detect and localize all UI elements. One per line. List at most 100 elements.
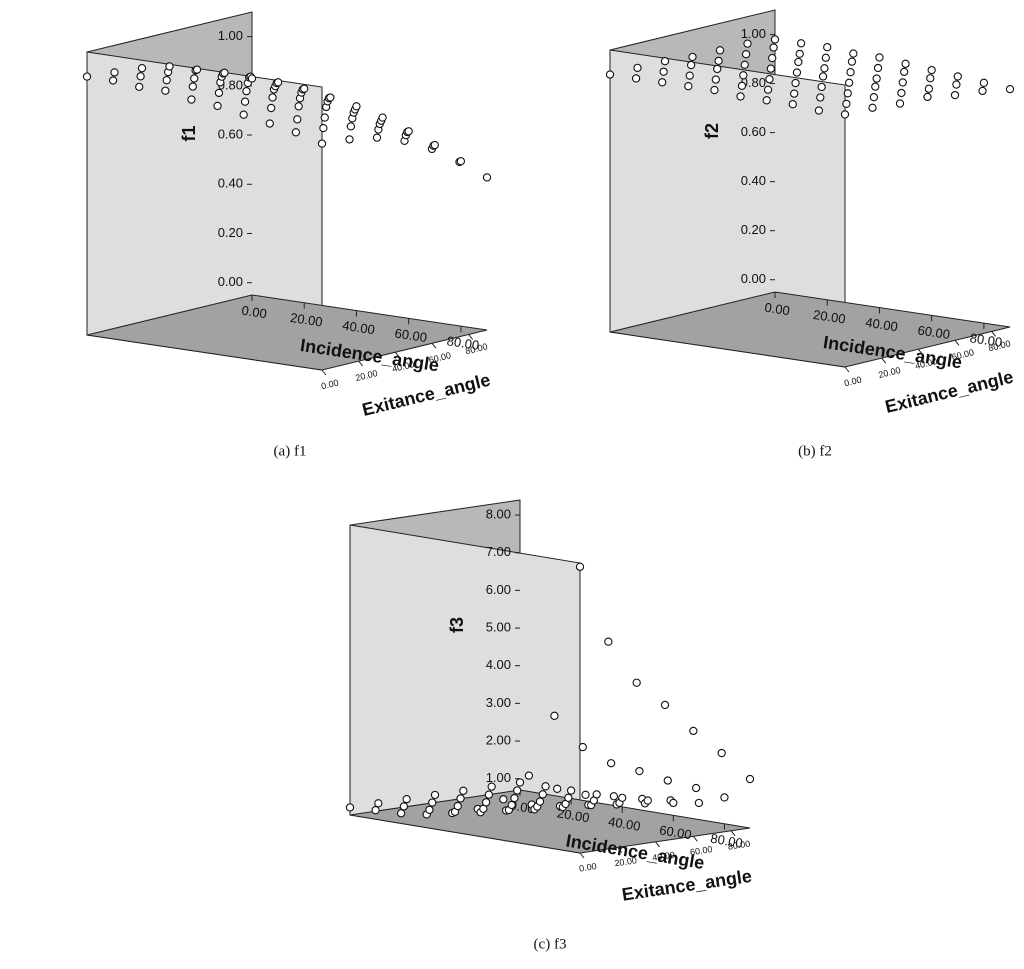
x-tick-label: 60.00: [658, 822, 693, 842]
point: [924, 84, 934, 93]
point: [720, 793, 729, 802]
point: [900, 67, 909, 77]
point: [663, 776, 672, 785]
x-tick-label: 40.00: [607, 814, 642, 834]
point: [430, 790, 440, 800]
point: [188, 82, 197, 91]
point: [849, 49, 858, 58]
point: [770, 35, 780, 44]
x-tick-label: 20.00: [289, 310, 323, 330]
z-tick-label: 0.60: [741, 124, 766, 139]
point: [792, 68, 802, 77]
point: [190, 74, 199, 83]
y-tick-label: 80.00: [727, 839, 751, 852]
point: [240, 97, 250, 106]
y-tick: [881, 357, 887, 364]
z-tick-label: 1.00: [218, 28, 243, 43]
z-tick-label: 1.00: [741, 26, 766, 41]
point: [840, 110, 850, 119]
point: [487, 782, 496, 791]
point: [135, 82, 144, 91]
point: [765, 75, 774, 84]
point: [592, 790, 601, 799]
point: [686, 60, 696, 70]
point: [456, 157, 466, 166]
x-tick-label: 20.00: [812, 307, 846, 327]
point: [110, 68, 119, 77]
point: [300, 84, 309, 93]
y-tick-label: 0.00: [843, 374, 862, 388]
point: [267, 103, 276, 113]
point: [578, 742, 587, 752]
point: [714, 56, 723, 66]
point: [846, 68, 855, 77]
point: [136, 72, 145, 81]
point: [213, 101, 222, 111]
x-tick-label: 40.00: [864, 315, 898, 335]
point: [319, 123, 328, 133]
point: [868, 103, 877, 112]
y-tick: [579, 852, 585, 859]
point: [378, 113, 387, 122]
y-tick-label: 20.00: [614, 855, 638, 868]
point: [745, 774, 755, 784]
point: [926, 74, 935, 83]
y-tick-label: 0.00: [320, 377, 339, 391]
point: [635, 766, 644, 776]
point: [817, 82, 826, 92]
point: [872, 74, 881, 83]
point: [273, 78, 283, 87]
caption: (c) f3: [534, 936, 567, 952]
y-tick: [730, 830, 736, 837]
point: [247, 74, 257, 83]
y-tick: [617, 847, 623, 853]
point: [326, 93, 335, 102]
point: [898, 78, 907, 87]
z-tick-label: 5.00: [486, 619, 511, 634]
point: [604, 637, 613, 646]
point: [736, 92, 745, 101]
point: [345, 803, 355, 812]
point: [979, 78, 989, 87]
point: [901, 59, 910, 68]
point: [513, 786, 522, 795]
point: [660, 700, 670, 710]
point: [763, 85, 773, 94]
point: [816, 93, 825, 102]
point: [484, 790, 494, 799]
x-tick-label: 40.00: [341, 318, 375, 338]
point: [823, 43, 832, 52]
point: [814, 106, 824, 115]
point: [788, 100, 797, 109]
point: [404, 127, 413, 136]
point: [691, 783, 701, 793]
point: [685, 71, 694, 80]
point: [871, 82, 880, 91]
point: [507, 800, 516, 810]
point: [895, 99, 905, 108]
point: [875, 53, 884, 62]
point: [790, 89, 799, 98]
y-tick-label: 60.00: [689, 844, 713, 857]
point: [372, 133, 382, 142]
point: [239, 110, 248, 119]
point: [456, 794, 465, 803]
point: [609, 792, 619, 801]
point: [550, 711, 559, 720]
point: [1005, 84, 1015, 94]
y-tick-label: 20.00: [877, 365, 901, 380]
floor: [86, 294, 488, 371]
z-tick-label: 0.00: [218, 274, 243, 289]
point: [566, 786, 576, 795]
point: [820, 64, 829, 73]
y-tick: [358, 360, 364, 367]
point: [658, 78, 667, 87]
y-tick-label: 60.00: [428, 350, 452, 365]
caption: (b) f2: [798, 443, 832, 459]
y-tick: [394, 351, 400, 358]
point: [688, 52, 697, 62]
point: [659, 67, 668, 76]
point: [346, 122, 356, 131]
z-tick-label: 1.00: [486, 770, 511, 785]
point: [715, 46, 725, 55]
